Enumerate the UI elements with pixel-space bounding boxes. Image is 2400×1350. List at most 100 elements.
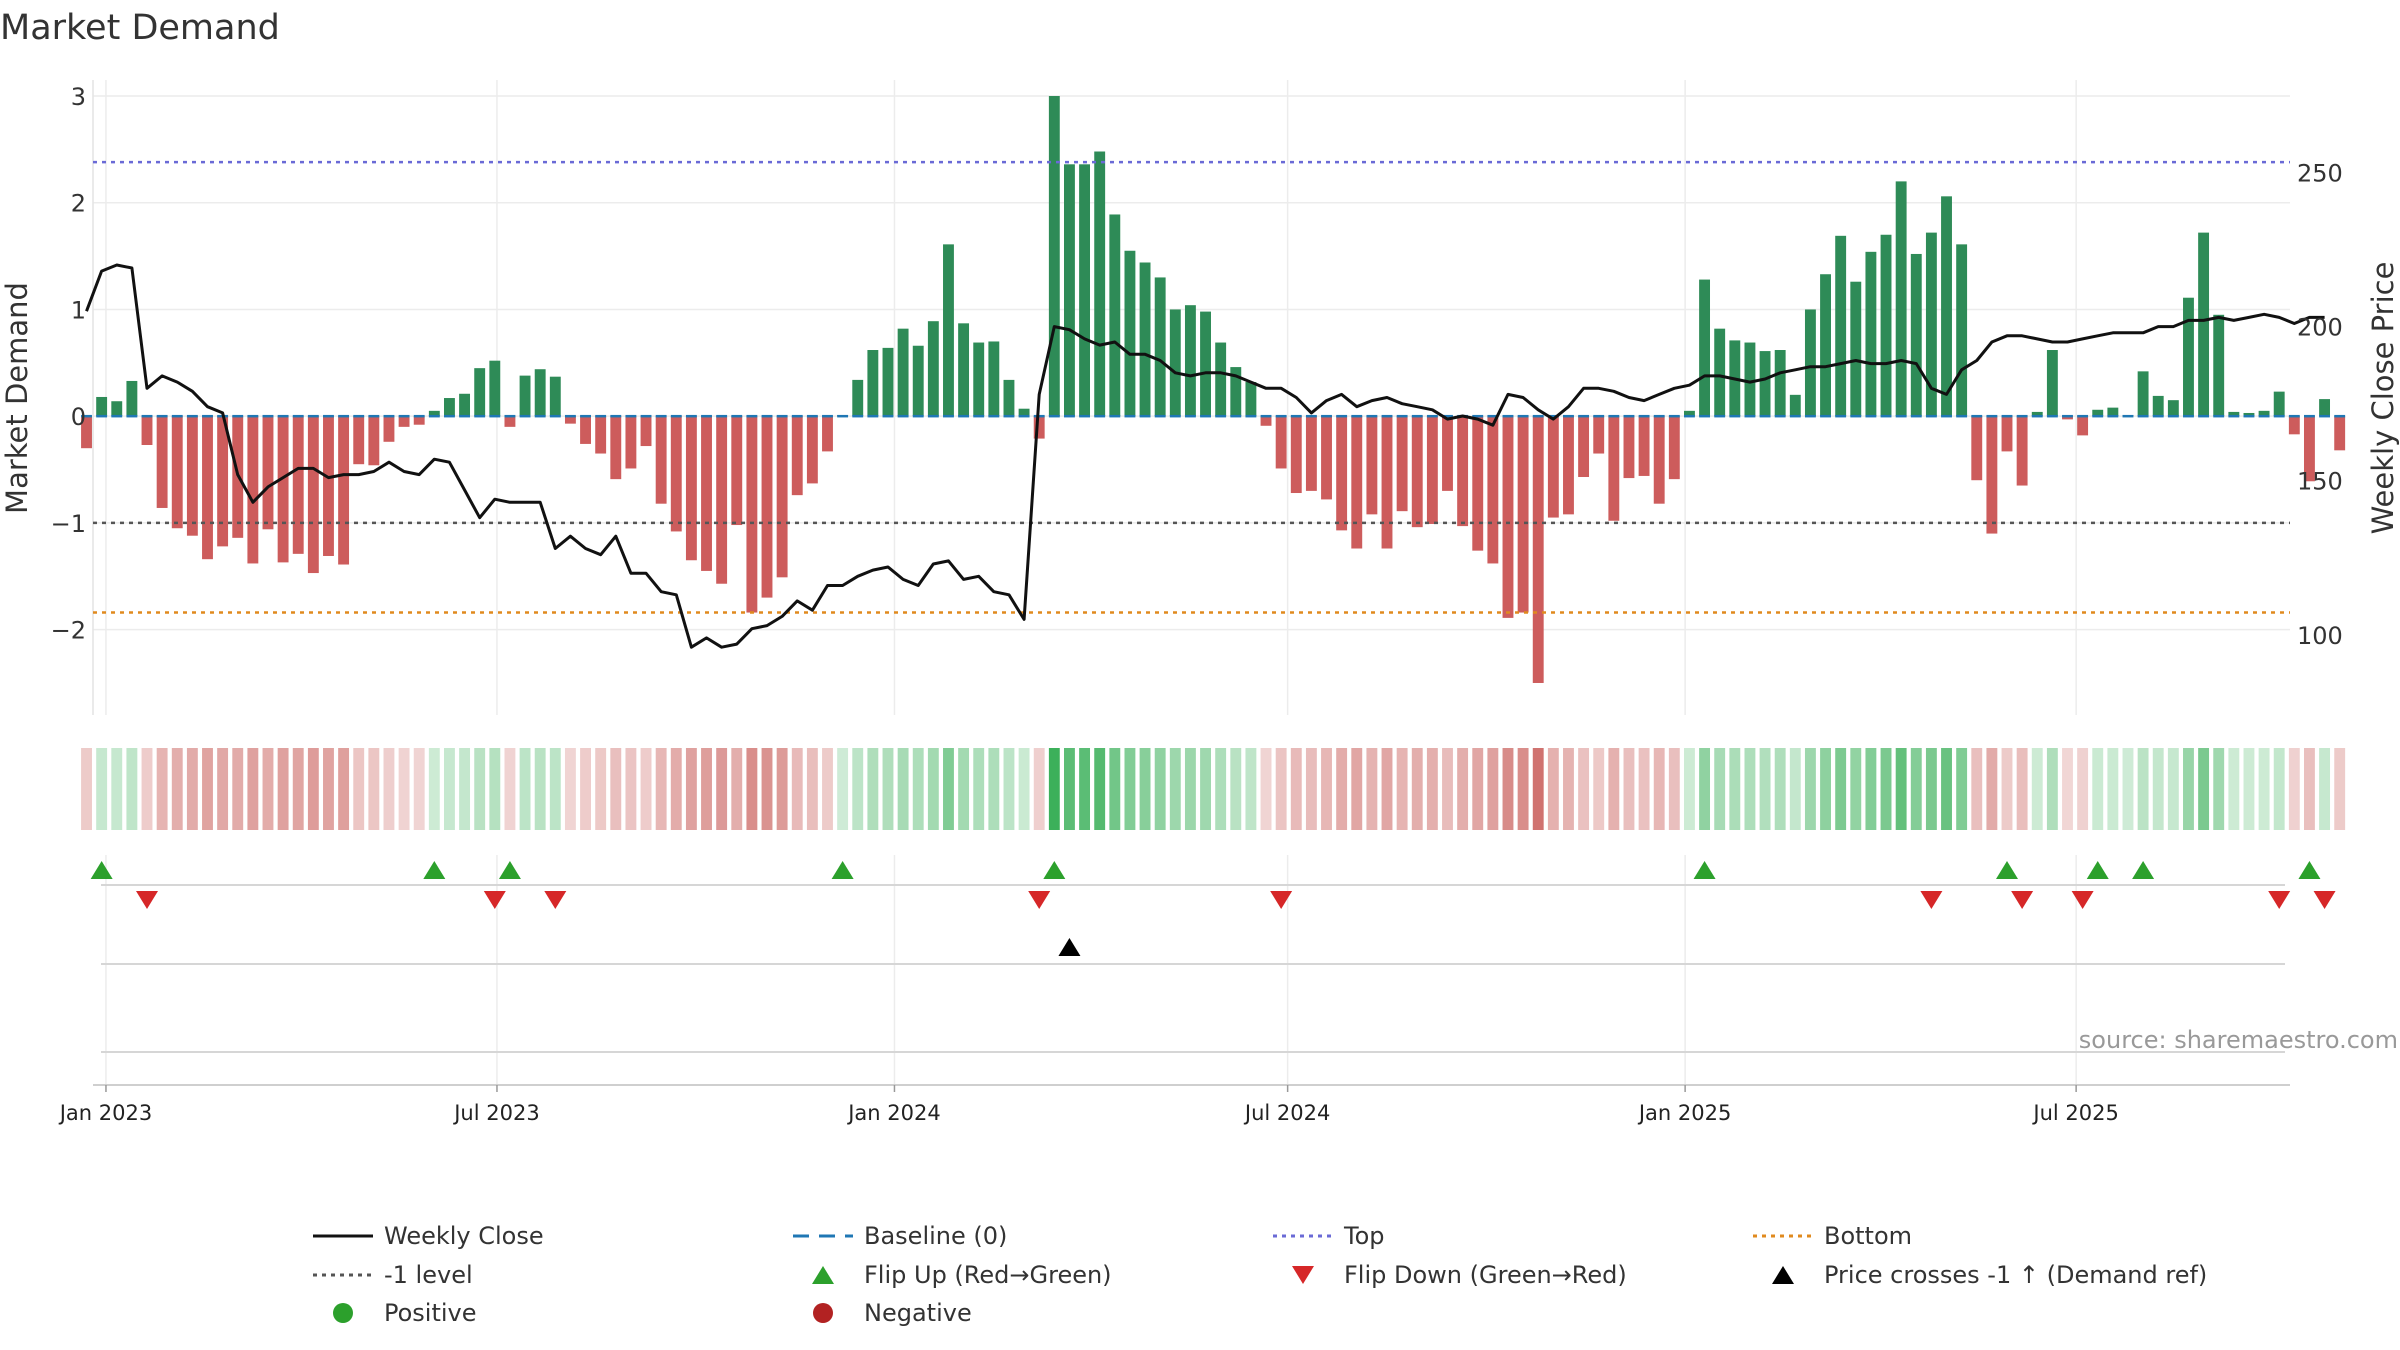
strip-cell [595, 748, 607, 830]
demand-bar [277, 416, 289, 563]
strip-cell [1804, 748, 1816, 830]
flip-down-marker [2071, 891, 2094, 909]
strip-cell [2198, 748, 2210, 830]
strip-cell [746, 748, 758, 830]
strip-cell [1865, 748, 1877, 830]
strip-cell [1169, 748, 1181, 830]
legend-positive: Positive [384, 1299, 477, 1327]
demand-bar [1366, 416, 1378, 515]
strip-cell [1139, 748, 1151, 830]
strip-cell [958, 748, 970, 830]
strip-cell [973, 748, 985, 830]
demand-bar [731, 416, 743, 526]
demand-bar [1820, 274, 1831, 417]
strip-cell [534, 748, 546, 830]
y2-axis-ticks: 100 150 200 250 [2297, 159, 2343, 649]
gridlines [92, 80, 2290, 1086]
demand-bar [504, 416, 516, 427]
flip-down-marker [544, 891, 567, 909]
y-tick-label: −2 [51, 617, 86, 645]
flip-up-marker [2086, 861, 2109, 879]
strip-cell [323, 748, 334, 830]
strip-cell [519, 748, 531, 830]
strip-cell [1018, 748, 1030, 830]
demand-bar [1578, 416, 1590, 478]
demand-bar [126, 380, 138, 417]
demand-bar [1502, 416, 1514, 618]
strip-cell [564, 748, 576, 830]
chart-title: Market Demand [0, 8, 280, 48]
demand-bar [1608, 416, 1620, 521]
strip-cell [1895, 748, 1907, 830]
strip-cell [912, 748, 924, 830]
demand-bar [2243, 412, 2255, 417]
demand-bar [791, 416, 803, 496]
strip-cell [1396, 748, 1408, 830]
strip-cell [1578, 748, 1590, 830]
demand-bar [685, 416, 697, 561]
demand-bar [2062, 416, 2073, 420]
strip-cell [459, 748, 471, 830]
strip-cell [882, 748, 894, 830]
demand-bar [1336, 416, 1348, 531]
legend-flip-down: Flip Down (Green→Red) [1344, 1261, 1627, 1289]
flip-down-marker [1920, 891, 1943, 909]
strip-cell [1215, 748, 1227, 830]
strip-cell [640, 748, 652, 830]
demand-bar [1094, 151, 1106, 417]
flip-down-marker [1028, 891, 1051, 909]
strip-cell [1366, 748, 1378, 830]
strip-cell [897, 748, 909, 830]
strip-cell [701, 748, 712, 830]
demand-bar [1472, 416, 1484, 551]
demand-bar [2213, 314, 2225, 417]
demand-bar [1593, 416, 1605, 454]
flip-up-marker [1043, 861, 1066, 879]
strip-cell [1033, 748, 1045, 830]
flip-up-marker [831, 861, 854, 879]
strip-cell [1910, 748, 1922, 830]
strip-cell [1184, 748, 1196, 830]
demand-bar [2031, 411, 2043, 417]
y2-tick-label: 200 [2297, 314, 2343, 342]
strip-cell [1563, 748, 1574, 830]
strip-cell [247, 748, 259, 830]
strip-cell [1986, 748, 1998, 830]
flip-up-marker [498, 861, 521, 879]
strip-cell [731, 748, 743, 830]
demand-bar [307, 416, 319, 574]
demand-bar [655, 416, 667, 504]
strip-cell [1245, 748, 1257, 830]
demand-bar [1230, 367, 1242, 417]
demand-bar [1411, 416, 1423, 528]
demand-bars [81, 96, 2346, 683]
demand-bar [96, 396, 108, 417]
demand-bar [383, 416, 395, 442]
demand-bar [1683, 410, 1695, 417]
strip-cell [2031, 748, 2043, 830]
demand-bar [2198, 232, 2210, 417]
demand-bar [973, 342, 985, 417]
y-axis-label: Market Demand [0, 282, 34, 514]
demand-bar [2016, 416, 2028, 486]
demand-bar [2273, 391, 2285, 417]
demand-bar [1971, 416, 1983, 481]
demand-bar [1018, 408, 1030, 417]
demand-bar [1109, 214, 1121, 417]
demand-bar [640, 416, 652, 447]
demand-bar [247, 416, 259, 564]
demand-bar [1941, 196, 1952, 417]
demand-bar [1003, 379, 1015, 417]
demand-bar [912, 345, 924, 417]
legend: Weekly Close -1 level Positive Baseline … [313, 1222, 2207, 1327]
strip-cell [716, 748, 728, 830]
strip-cell [1290, 748, 1302, 830]
demand-bar [1457, 416, 1469, 527]
strip-cell [852, 748, 864, 830]
strip-cell [2046, 748, 2058, 830]
demand-bar [1260, 416, 1272, 426]
demand-bar [338, 416, 350, 565]
demand-bar [2001, 416, 2013, 452]
demand-bar [81, 416, 92, 449]
strip-cell [806, 748, 818, 830]
